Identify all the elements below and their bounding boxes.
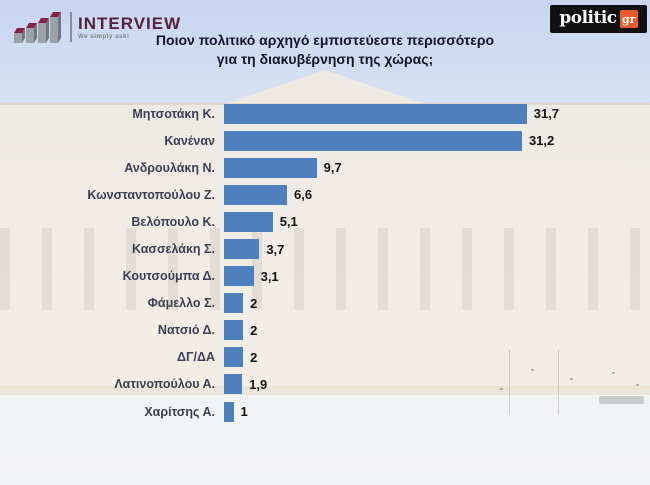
chart-row: Κασσελάκη Σ. 3,7 [0,235,650,262]
bar-chart: Μητσοτάκη Κ. 31,7 Κανέναν 31,2 Ανδρουλάκη Ν.… [0,100,650,425]
bar [224,293,244,314]
chart-row: Νατσιό Δ. 2 [0,317,650,344]
chart-row: Κουτσούμπα Δ. 3,1 [0,263,650,290]
value-label: 2 [250,295,258,311]
category-label: Μητσοτάκη Κ. [132,106,215,121]
chart-row: Κανέναν 31,2 [0,127,650,154]
category-label: Κανέναν [164,133,215,148]
chart-row: Βελόπουλο Κ. 5,1 [0,208,650,235]
bar [224,103,527,124]
chart-row: Λατινοπούλου Α. 1,9 [0,371,650,398]
chart-title-line2: για τη διακυβέρνηση της χώρας; [216,50,434,67]
chart-row: Χαρίτσης Α. 1 [0,398,650,425]
bar [224,211,273,232]
interview-logo-tagline: We simply ask! [78,33,130,40]
chart-row: Μητσοτάκη Κ. 31,7 [0,100,650,127]
value-label: 2 [250,322,258,338]
category-label: Λατινοπούλου Α. [114,377,215,392]
category-label: Κωνσταντοπούλου Ζ. [87,187,215,202]
category-label: ΔΓ/ΔΑ [177,350,215,365]
politic-logo-text: politic [559,8,617,28]
logo-divider [70,12,72,42]
bar [224,374,243,395]
category-label: Κουτσούμπα Δ. [122,269,215,284]
value-label: 1 [240,404,248,420]
category-label: Ανδρουλάκη Ν. [124,160,215,175]
interview-logo-text: INTERVIEW [78,13,182,33]
chart-title: Ποιον πολιτικό αρχηγό εμπιστεύεστε περισ… [0,31,650,69]
chart-row: Φάμελλο Σ. 2 [0,290,650,317]
category-label: Βελόπουλο Κ. [131,214,215,229]
bar [224,239,260,260]
value-label: 2 [250,349,258,365]
politic-gr-badge: gr [619,10,638,28]
interview-bars-icon [12,7,64,47]
pigeon-speck [500,388,503,390]
category-label: Φάμελλο Σ. [147,296,215,311]
pigeon-speck [636,384,639,386]
value-label: 5,1 [279,214,298,230]
category-label: Κασσελάκη Σ. [132,242,215,257]
chart-title-line1: Ποιον πολιτικό αρχηγό εμπιστεύεστε περισ… [155,32,495,48]
value-label: 31,7 [533,106,560,122]
bar [224,130,522,151]
value-label: 9,7 [323,160,342,176]
background-pediment [225,70,425,104]
interview-logo: INTERVIEW We simply ask! [12,7,181,47]
bar [224,184,288,205]
pigeon-speck [570,378,573,380]
category-label: Χαρίτσης Α. [144,404,215,419]
bar [224,347,244,368]
value-label: 1,9 [249,376,268,392]
bar [224,320,244,341]
value-label: 3,7 [266,241,285,257]
bar [224,157,317,178]
bar [224,401,234,422]
chart-row: ΔΓ/ΔΑ 2 [0,344,650,371]
bar [224,266,254,287]
value-label: 3,1 [260,268,279,284]
value-label: 6,6 [294,187,313,203]
chart-row: Ανδρουλάκη Ν. 9,7 [0,154,650,181]
pigeon-speck [612,372,615,374]
value-label: 31,2 [528,133,555,149]
politic-logo: politic gr [550,5,647,33]
category-label: Νατσιό Δ. [157,323,215,338]
chart-row: Κωνσταντοπούλου Ζ. 6,6 [0,181,650,208]
pigeon-speck [531,369,534,371]
